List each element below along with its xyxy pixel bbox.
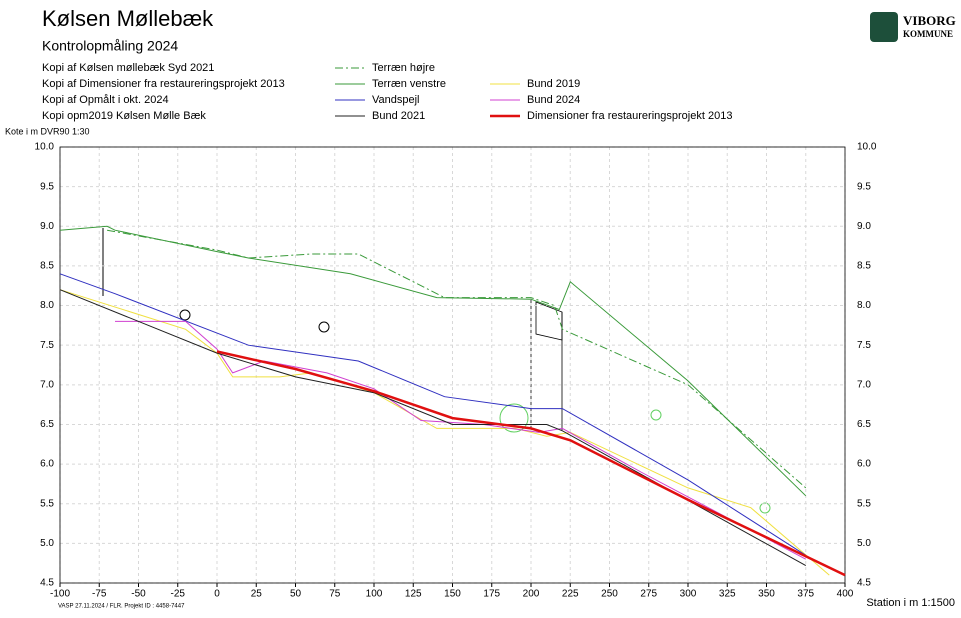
y-tick-label: 5.0 [40,538,54,549]
y2-tick-label: 9.0 [857,221,871,232]
y-tick-label: 8.0 [40,300,54,311]
source-label: Kopi opm2019 Kølsen Mølle Bæk [42,110,206,122]
x-tick-label: 275 [640,589,657,600]
legend-label: Terræn venstre [372,78,446,90]
plot-frame [59,146,846,584]
point-marker [650,409,662,421]
x-tick-label: 300 [680,589,697,600]
y-axis-label: Kote i m DVR90 1:30 [5,126,90,136]
x-axis-label: Station i m 1:1500 [866,597,955,609]
y-tick-label: 8.5 [40,261,54,272]
footer: VASP 27.11.2024 / FLR. Projekt ID : 4458… [58,604,185,610]
y-tick-label: 4.5 [40,578,54,589]
y-tick-label: 9.0 [40,221,54,232]
source-label: Kopi af Kølsen møllebæk Syd 2021 [42,62,214,74]
y2-tick-label: 10.0 [857,142,877,153]
x-tick-label: 175 [483,589,500,600]
x-tick-label: -100 [50,589,70,600]
x-tick-label: 200 [523,589,540,600]
y-tick-label: 5.5 [40,498,54,509]
point-marker [759,502,771,514]
y-tick-label: 7.0 [40,379,54,390]
y2-tick-label: 6.0 [857,459,871,470]
x-tick-label: 25 [251,589,263,600]
y2-tick-label: 6.5 [857,419,871,430]
chart-subtitle: Kontrolopmåling 2024 [42,38,178,54]
point-marker [179,309,191,321]
chart-title: Kølsen Møllebæk [42,6,214,31]
x-tick-label: 350 [758,589,775,600]
logo-text: VIBORG [903,13,956,28]
series-line [107,229,807,489]
y2-tick-label: 8.5 [857,261,871,272]
legend-label: Dimensioner fra restaureringsprojekt 201… [527,110,732,122]
series-line [115,320,807,560]
y-tick-label: 10.0 [35,142,55,153]
x-tick-label: 125 [405,589,422,600]
y-tick-label: 6.0 [40,459,54,470]
x-tick-label: 225 [562,589,579,600]
source-label: Kopi af Dimensioner fra restaureringspro… [42,78,285,90]
source-label: Kopi af Opmålt i okt. 2024 [42,94,169,106]
y2-tick-label: 5.0 [857,538,871,549]
legend-label: Bund 2019 [527,78,580,90]
legend-label: Bund 2021 [372,110,425,122]
x-tick-label: 100 [366,589,383,600]
y2-tick-label: 8.0 [857,300,871,311]
y-tick-label: 6.5 [40,419,54,430]
y2-tick-label: 7.0 [857,379,871,390]
x-tick-label: 75 [329,589,341,600]
x-tick-label: 250 [601,589,618,600]
y2-tick-label: 4.5 [857,578,871,589]
x-tick-label: 50 [290,589,302,600]
legend-label: Terræn højre [372,62,435,74]
x-tick-label: -50 [131,589,146,600]
y-tick-label: 9.5 [40,181,54,192]
series-line [59,289,830,576]
y2-tick-label: 5.5 [857,498,871,509]
series-line [59,289,807,567]
x-tick-label: -25 [171,589,186,600]
point-marker [318,321,330,333]
x-tick-label: 400 [837,589,854,600]
x-tick-label: 150 [444,589,461,600]
series-line [216,350,846,577]
bridge [535,301,563,341]
y2-tick-label: 7.5 [857,340,871,351]
series-line [59,225,807,497]
series-line [59,273,807,556]
legend-label: Vandspejl [372,94,420,106]
x-tick-label: -75 [92,589,107,600]
point-marker [499,403,529,433]
logo-shield [870,12,898,42]
legend-label: Bund 2024 [527,94,580,106]
logo-text: KOMMUNE [903,29,953,39]
x-tick-label: 325 [719,589,736,600]
x-tick-label: 375 [797,589,814,600]
y2-tick-label: 9.5 [857,181,871,192]
y-tick-label: 7.5 [40,340,54,351]
x-tick-label: 0 [214,589,220,600]
